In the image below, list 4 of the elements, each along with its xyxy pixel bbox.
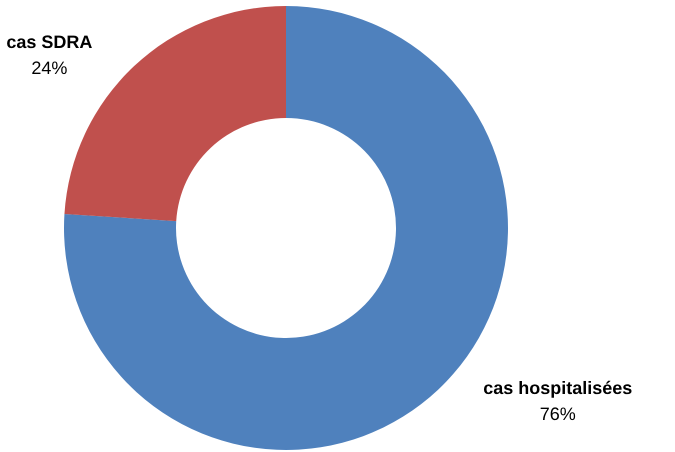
data-label: 24% bbox=[31, 58, 68, 78]
slice-label: cas SDRA bbox=[6, 32, 92, 52]
slice-label: cas hospitalisées bbox=[483, 378, 632, 398]
data-label: 76% bbox=[540, 404, 576, 424]
